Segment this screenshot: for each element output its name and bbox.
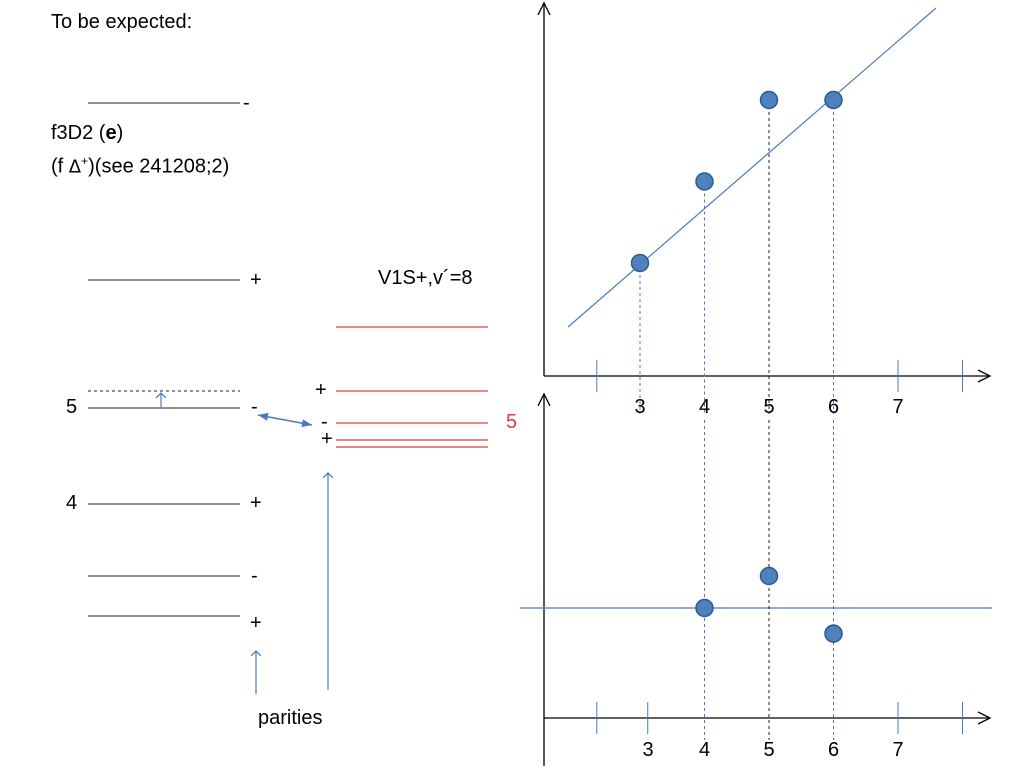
- red-parity-3: +: [321, 428, 333, 450]
- level-parity-4: +: [250, 492, 262, 514]
- red-level-number: 5: [506, 411, 518, 433]
- chart1-tick-label: 5: [763, 396, 774, 418]
- red-parity-1: +: [315, 379, 327, 401]
- chart1-point: [824, 90, 843, 110]
- level-parity-5: -: [251, 565, 258, 587]
- level-parity-1: -: [243, 92, 250, 114]
- chart1-tick-label: 6: [828, 396, 839, 418]
- f3d2-label: f3D2 (e): [51, 123, 123, 143]
- chart2-tick-label: 3: [642, 739, 653, 761]
- chart1-point: [695, 172, 714, 191]
- level-label-4: 4: [66, 492, 78, 514]
- parities-label: parities: [258, 707, 323, 729]
- note-prefix: (f: [51, 155, 69, 178]
- coupling-arrow: [257, 412, 313, 428]
- delta-symbol: Δ: [68, 156, 82, 178]
- level-parity-3: -: [251, 396, 258, 418]
- chart2-tick-label: 5: [763, 739, 774, 761]
- chart2-tick-label: 4: [699, 739, 710, 761]
- chart2-point: [759, 566, 779, 586]
- level-label-5: 5: [66, 396, 78, 418]
- note-suffix: )(see 241208;2): [88, 155, 230, 178]
- chart1-point: [759, 90, 779, 110]
- level-parity-2: +: [250, 269, 262, 291]
- delta-sup: +: [81, 154, 89, 168]
- chart2-tick-label: 7: [892, 739, 903, 761]
- chart1-point: [630, 253, 650, 273]
- f3d2-prefix: f3D2 (: [51, 122, 106, 144]
- chart1-fit-line: [567, 7, 937, 328]
- chart2-tick-label: 6: [828, 739, 839, 761]
- chart2-point: [695, 598, 714, 618]
- reference-note: (f Δ+)(see 241208;2): [51, 155, 229, 177]
- f3d2-suffix: ): [116, 122, 124, 144]
- chart1-tick-label: 3: [634, 396, 645, 418]
- red-parity-2: -: [321, 411, 328, 433]
- chart1-tick-label: 7: [892, 396, 903, 418]
- chart2-point: [824, 624, 843, 643]
- chart1-tick-label: 4: [699, 396, 710, 418]
- v1s-label: V1S+,v´=8: [378, 267, 473, 289]
- level-parity-6: +: [250, 612, 262, 634]
- f3d2-bold: e: [105, 122, 117, 144]
- heading: To be expected:: [51, 11, 193, 33]
